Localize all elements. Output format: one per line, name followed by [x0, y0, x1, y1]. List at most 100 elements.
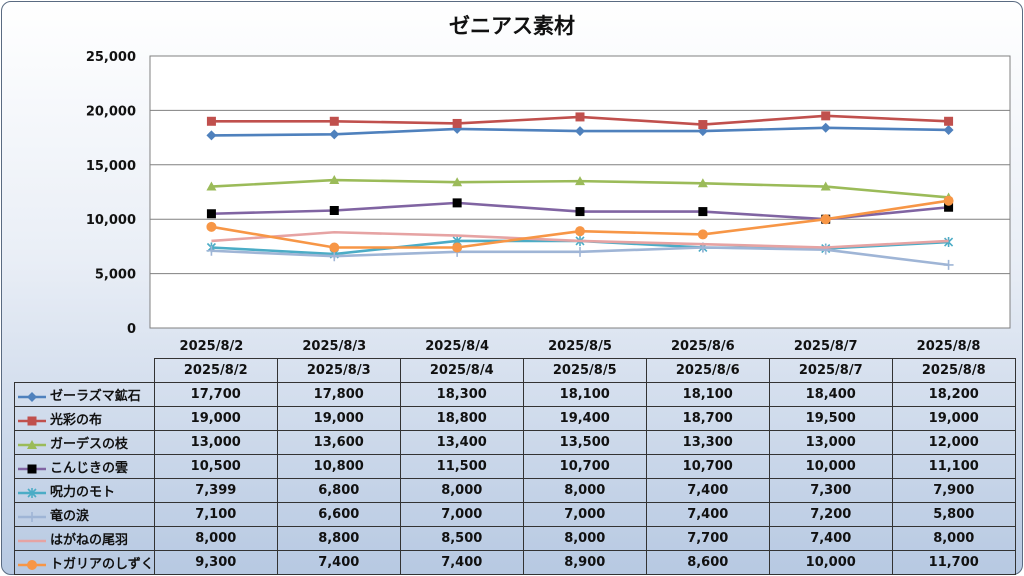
- x-tick-label: 2025/8/5: [548, 339, 612, 354]
- table-value-cell: 18,800: [399, 406, 524, 431]
- data-point: [452, 198, 462, 208]
- series-name: はがねの尾羽: [50, 533, 129, 548]
- data-point: [575, 126, 585, 137]
- table-header-cell: 2025/8/3: [276, 358, 401, 383]
- data-point: [329, 129, 340, 140]
- table-row: はがねの尾羽 8,000 8,800 8,500 8,000 7,700 7,400 8,00…: [14, 526, 1016, 551]
- table-row: トガリアのしずく 9,300 7,400 7,400 8,900 8,600 10,000 1…: [14, 550, 1016, 575]
- data-point: [575, 176, 585, 186]
- table-value-cell: 7,400: [645, 502, 770, 527]
- table-row: ゼーラズマ鉱石 17,700 17,800 18,300 18,100 18,100 18,…: [14, 382, 1016, 407]
- table-value-cell: 19,000: [276, 406, 401, 431]
- table-value-cell: 18,400: [768, 382, 893, 407]
- series-name: こんじきの雲: [50, 461, 129, 476]
- series-name-cell: こんじきの雲: [14, 454, 155, 479]
- data-point: [575, 246, 585, 257]
- table-value-cell: 9,300: [153, 550, 278, 575]
- x-tick-label: 2025/8/7: [794, 339, 858, 354]
- data-point: [943, 195, 954, 206]
- y-tick-label: 15,000: [86, 159, 136, 174]
- table-value-cell: 17,800: [276, 382, 401, 407]
- legend-key: [18, 511, 46, 522]
- chart-title: ゼニアス素材: [449, 14, 575, 38]
- data-point: [329, 175, 340, 185]
- table-value-cell: 18,300: [399, 382, 524, 407]
- series-name-cell: 光彩の布: [14, 406, 155, 431]
- table-row: 呪力のモト 7,399 6,800 8,000 8,000 7,400 7,300 7,900: [14, 478, 1016, 503]
- x-tick-label: 2025/8/6: [671, 339, 735, 354]
- data-point: [698, 207, 708, 217]
- data-point: [452, 242, 463, 253]
- table-value-cell: 7,399: [153, 478, 278, 503]
- table-value-cell: 7,700: [645, 526, 770, 551]
- table-value-cell: 8,000: [522, 478, 647, 503]
- table-value-cell: 8,600: [645, 550, 770, 575]
- data-point: [944, 116, 954, 126]
- data-point: [452, 118, 462, 128]
- legend-key: [18, 439, 46, 449]
- x-tick-label: 2025/8/8: [917, 339, 981, 354]
- data-point: [329, 205, 339, 215]
- data-point: [206, 245, 217, 256]
- table-value-cell: 6,800: [276, 478, 401, 503]
- legend-key: [18, 391, 46, 402]
- data-point: [944, 202, 954, 212]
- data-point: [206, 130, 217, 141]
- data-table: 2025/8/2 2025/8/3 2025/8/4 2025/8/5 2025/8/6…: [14, 358, 1016, 575]
- legend-key: [18, 559, 46, 570]
- table-value-cell: 8,900: [522, 550, 647, 575]
- data-point: [698, 120, 708, 130]
- table-corner: [14, 358, 155, 383]
- table-value-cell: 7,900: [891, 478, 1016, 503]
- table-row: ガーデスの枝 13,000 13,600 13,400 13,500 13,300 13,0…: [14, 430, 1016, 455]
- table-value-cell: 13,500: [522, 430, 647, 455]
- table-row: 竜の涙 7,100 6,600 7,000 7,000 7,400 7,200 5,800: [14, 502, 1016, 527]
- table-value-cell: 8,000: [153, 526, 278, 551]
- table-value-cell: 19,000: [153, 406, 278, 431]
- table-value-cell: 13,000: [768, 430, 893, 455]
- table-header-cell: 2025/8/5: [522, 358, 647, 383]
- y-tick-label: 20,000: [86, 104, 136, 119]
- table-value-cell: 8,500: [399, 526, 524, 551]
- series-name: 竜の涙: [50, 509, 90, 524]
- series-line: [211, 230, 949, 249]
- table-value-cell: 5,800: [891, 502, 1016, 527]
- table-value-cell: 18,700: [645, 406, 770, 431]
- y-tick-label: 10,000: [86, 213, 136, 228]
- series-name-cell: トガリアのしずく: [14, 550, 155, 575]
- series-name-cell: 呪力のモト: [14, 478, 155, 503]
- data-point: [821, 111, 831, 121]
- data-point: [943, 124, 954, 135]
- legend-key: [18, 416, 46, 425]
- data-point: [697, 229, 708, 240]
- table-value-cell: 11,700: [891, 550, 1016, 575]
- data-point: [206, 221, 217, 232]
- data-point: [206, 181, 217, 191]
- data-point: [452, 177, 463, 187]
- table-value-cell: 10,000: [768, 454, 893, 479]
- series-name: 呪力のモト: [50, 485, 116, 500]
- series-name-cell: ガーデスの枝: [14, 430, 155, 455]
- y-tick-label: 0: [127, 322, 136, 337]
- x-tick-label: 2025/8/2: [180, 339, 244, 354]
- table-value-cell: 13,400: [399, 430, 524, 455]
- series-name: トガリアのしずく: [50, 557, 154, 572]
- table-value-cell: 7,300: [768, 478, 893, 503]
- table-value-cell: 7,200: [768, 502, 893, 527]
- data-point: [820, 181, 831, 191]
- table-value-cell: 10,700: [645, 454, 770, 479]
- table-value-cell: 7,400: [276, 550, 401, 575]
- data-point: [329, 242, 340, 253]
- table-value-cell: 10,700: [522, 454, 647, 479]
- table-value-cell: 7,000: [522, 502, 647, 527]
- x-tick-label: 2025/8/3: [302, 339, 366, 354]
- series-name-cell: はがねの尾羽: [14, 526, 155, 551]
- table-row: こんじきの雲 10,500 10,800 11,500 10,700 10,700 10,0…: [14, 454, 1016, 479]
- table-value-cell: 7,100: [153, 502, 278, 527]
- data-point: [575, 207, 585, 217]
- table-header-cell: 2025/8/2: [153, 358, 278, 383]
- table-header-cell: 2025/8/6: [645, 358, 770, 383]
- table-value-cell: 7,400: [645, 478, 770, 503]
- table-header-cell: 2025/8/7: [768, 358, 893, 383]
